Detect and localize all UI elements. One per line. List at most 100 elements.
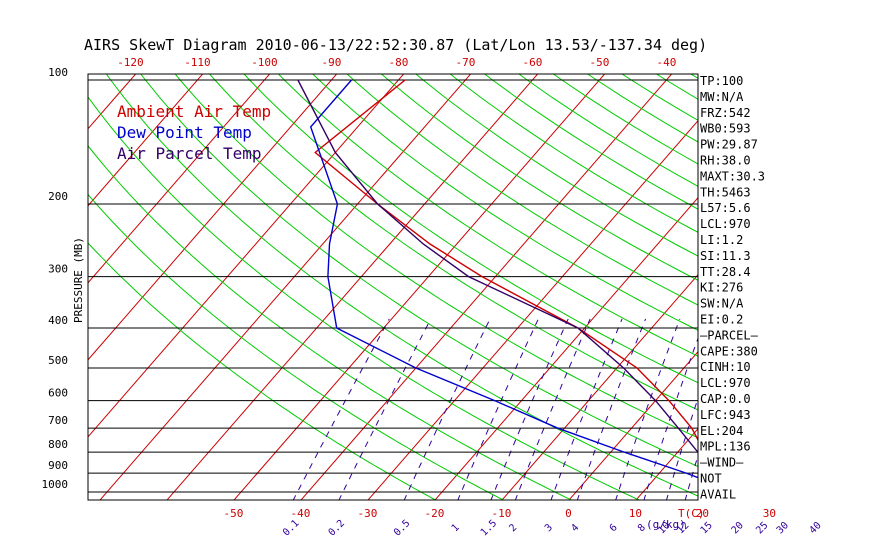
index-label: TH:5463 bbox=[700, 185, 751, 199]
dry-adiabat-line bbox=[174, 74, 698, 439]
dry-adiabat-line bbox=[88, 193, 505, 500]
mixing-ratio-unit: (g/kg) bbox=[646, 518, 686, 531]
isotherm-line bbox=[501, 273, 698, 500]
mixing-ratio-tick-labels: 0.1 0.2 0.5 1 1.5 2 3 4 6 8 10 12 15 20 25 30 40 bbox=[281, 518, 824, 539]
series-line-air-parcel-temp bbox=[297, 79, 698, 454]
mixing-ratio-line bbox=[643, 336, 698, 500]
mixing-ratio-line bbox=[514, 318, 591, 500]
dry-adiabat-line bbox=[105, 74, 698, 497]
pressure-tick-label: 500 bbox=[48, 354, 68, 367]
dry-adiabat-line bbox=[88, 242, 437, 500]
legend-parcel: Air Parcel Temp bbox=[117, 144, 262, 163]
pressure-tick-label: 700 bbox=[48, 414, 68, 427]
mixing-ratio-tick-label: 6 bbox=[608, 522, 620, 534]
bottom-temp-tick-label: 20 bbox=[696, 507, 709, 520]
dry-adiabat-line bbox=[838, 61, 870, 501]
index-label: MW:N/A bbox=[700, 90, 744, 104]
bottom-temp-tick-label: -20 bbox=[424, 507, 444, 520]
top-temp-tick-labels: -120 -110 -100 -90 -80 -70 -60 -50 -40 bbox=[117, 56, 676, 69]
pressure-tick-label: 300 bbox=[48, 263, 68, 276]
dry-adiabat-line bbox=[140, 74, 698, 468]
top-temp-tick-label: -100 bbox=[251, 56, 278, 69]
dry-adiabat-line bbox=[243, 74, 698, 384]
index-label: L57:5.6 bbox=[700, 201, 751, 215]
mixing-ratio-line bbox=[817, 319, 858, 501]
mixing-ratio-tick-label: 15 bbox=[699, 520, 715, 536]
isotherm-line bbox=[367, 119, 698, 500]
isotherm-line bbox=[0, 61, 13, 501]
mixing-ratio-tick-label: 40 bbox=[807, 520, 823, 536]
pressure-tick-label: 200 bbox=[48, 190, 68, 203]
bottom-temp-tick-labels: -50 -40 -30 -20 -10 0 10 20 30 bbox=[223, 507, 776, 520]
index-label: KI:276 bbox=[700, 281, 743, 295]
top-temp-tick-label: -40 bbox=[657, 56, 677, 69]
dry-adiabat-line bbox=[208, 74, 698, 411]
legend-dewpoint: Dew Point Temp bbox=[117, 123, 252, 142]
dry-adiabat-line bbox=[277, 74, 698, 357]
isobar-lines bbox=[88, 79, 698, 493]
mixing-ratio-tick-label: 0.1 bbox=[281, 518, 302, 539]
pressure-tick-label: 100 bbox=[48, 66, 68, 79]
index-label: MPL:136 bbox=[700, 440, 751, 454]
chart-title: AIRS SkewT Diagram 2010-06-13/22:52:30.8… bbox=[84, 36, 707, 54]
mixing-ratio-tick-label: 1.5 bbox=[479, 518, 500, 539]
dry-adiabat-line bbox=[771, 61, 870, 501]
pressure-tick-label: 1000 bbox=[42, 478, 69, 491]
mixing-ratio-line bbox=[338, 318, 432, 500]
dry-adiabat-line bbox=[88, 145, 573, 500]
isotherm-line bbox=[0, 61, 80, 501]
top-temp-tick-label: -120 bbox=[117, 56, 144, 69]
index-label: LI:1.2 bbox=[700, 233, 743, 247]
isotherm-line bbox=[300, 74, 673, 500]
isotherm-line bbox=[88, 74, 405, 438]
index-label: SW:N/A bbox=[700, 297, 744, 311]
dry-adiabat-line bbox=[483, 74, 698, 210]
bottom-temp-tick-label: 30 bbox=[763, 507, 776, 520]
mixing-ratio-tick-label: 3 bbox=[543, 522, 555, 534]
index-label: LCL:970 bbox=[700, 217, 751, 231]
isotherm-line bbox=[568, 351, 698, 500]
index-label: SI:11.3 bbox=[700, 249, 751, 263]
pressure-tick-label: 800 bbox=[48, 438, 68, 451]
dry-adiabat-line bbox=[415, 74, 698, 257]
mixing-ratio-line bbox=[550, 318, 623, 500]
index-label: TT:28.4 bbox=[700, 265, 751, 279]
mixing-ratio-tick-label: 30 bbox=[775, 520, 791, 536]
index-label: RH:38.0 bbox=[700, 154, 751, 168]
index-label: CINH:10 bbox=[700, 360, 751, 374]
index-label: EI:0.2 bbox=[700, 313, 743, 327]
index-label: PW:29.87 bbox=[700, 138, 758, 152]
pressure-tick-labels: 100 200 300 400 500 600 700 800 900 1000 bbox=[42, 66, 69, 491]
mixing-ratio-tick-label: 0.2 bbox=[327, 518, 348, 539]
mixing-ratio-line bbox=[615, 318, 681, 500]
index-label: NOT bbox=[700, 472, 722, 486]
mixing-ratio-line bbox=[457, 318, 539, 500]
bottom-temp-tick-label: -50 bbox=[223, 507, 243, 520]
top-temp-tick-label: -70 bbox=[456, 56, 476, 69]
index-label: —PARCEL— bbox=[700, 328, 759, 342]
series-line-dew-point-temp bbox=[309, 79, 698, 479]
bottom-temp-tick-label: -40 bbox=[290, 507, 310, 520]
mixing-ratio-line bbox=[490, 318, 569, 500]
isotherm-line bbox=[769, 61, 870, 501]
isotherm-line bbox=[88, 74, 338, 361]
dry-adiabat-line bbox=[737, 61, 870, 501]
index-label: LCL:970 bbox=[700, 376, 751, 390]
isotherm-line bbox=[88, 74, 271, 284]
legend-ambient: Ambient Air Temp bbox=[117, 102, 271, 121]
plot-frame bbox=[87, 73, 699, 501]
top-temp-tick-label: -110 bbox=[184, 56, 211, 69]
isotherm-line bbox=[166, 74, 539, 500]
dry-adiabat-line bbox=[380, 74, 698, 281]
isotherm-line bbox=[635, 428, 698, 500]
bottom-temp-tick-label: 10 bbox=[629, 507, 642, 520]
top-temp-tick-label: -60 bbox=[523, 56, 543, 69]
bottom-temp-tick-label: 0 bbox=[565, 507, 572, 520]
index-label: —WIND— bbox=[700, 456, 744, 470]
mixing-ratio-line bbox=[764, 319, 812, 501]
mixing-ratio-tick-label: 25 bbox=[754, 520, 770, 536]
isotherm-line bbox=[88, 74, 204, 207]
index-label: EL:204 bbox=[700, 424, 743, 438]
isotherm-line bbox=[434, 196, 698, 500]
index-label: CAP:0.0 bbox=[700, 392, 751, 406]
